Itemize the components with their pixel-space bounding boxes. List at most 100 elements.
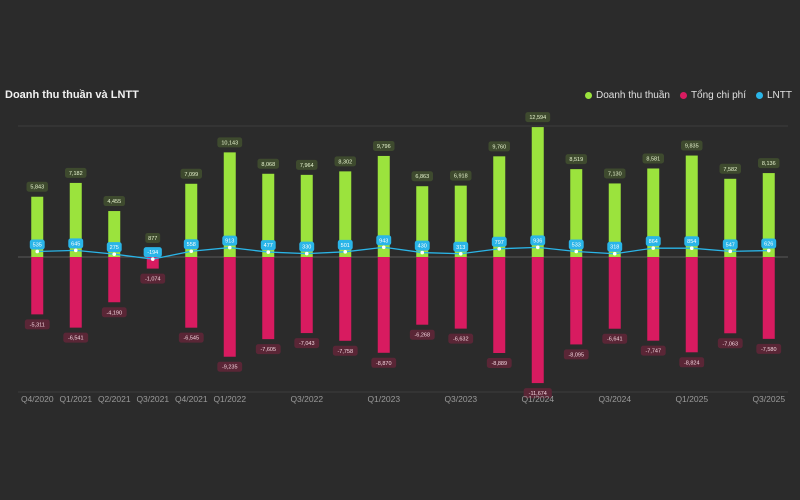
x-tick-11: Q3/2023	[444, 394, 477, 404]
point-profit-9	[381, 245, 386, 250]
label-profit-15-text: 318	[610, 245, 619, 251]
label-total-cost-1-text: -6,541	[68, 336, 84, 342]
bar-revenue-10	[416, 186, 429, 257]
bar-total-cost-2	[108, 257, 121, 303]
legend-item-revenue[interactable]: Doanh thu thuần	[585, 90, 670, 101]
label-profit-18: 547	[722, 239, 738, 250]
label-total-cost-8: -7,758	[332, 345, 358, 356]
label-profit-7-bg	[299, 241, 315, 252]
label-revenue-16-text: 8,581	[646, 156, 660, 162]
label-profit-6-text: 477	[264, 243, 273, 249]
label-total-cost-2-bg	[101, 307, 127, 318]
label-revenue-18-text: 7,582	[723, 167, 737, 173]
point-profit-11	[458, 251, 463, 256]
point-profit-10	[420, 250, 425, 255]
label-total-cost-16-text: -7,747	[645, 349, 661, 355]
label-total-cost-17: -8,824	[679, 357, 705, 368]
label-revenue-19: 8,136	[758, 158, 780, 169]
label-profit-1: 645	[68, 238, 84, 249]
legend-item-total-cost[interactable]: Tổng chi phí	[679, 90, 746, 101]
label-profit-5-bg	[222, 235, 238, 246]
bar-revenue-6	[262, 173, 275, 257]
label-total-cost-1: -6,541	[63, 332, 89, 343]
label-total-cost-5-bg	[217, 361, 243, 372]
label-profit-2-text: 275	[110, 245, 119, 251]
label-revenue-1-text: 7,182	[69, 171, 83, 177]
label-profit-10-bg	[414, 240, 430, 251]
label-total-cost-2-text: -4,190	[106, 310, 122, 316]
label-revenue-3: 877	[145, 232, 161, 243]
label-revenue-15: 7,130	[604, 168, 626, 179]
bar-revenue-17	[685, 155, 698, 257]
label-revenue-17-bg	[681, 140, 703, 151]
label-total-cost-5-text: -9,235	[222, 365, 238, 371]
label-profit-15-bg	[607, 241, 623, 252]
label-total-cost-8-bg	[332, 345, 358, 356]
label-total-cost-14-bg	[563, 349, 589, 360]
label-profit-13-bg	[530, 235, 546, 246]
point-profit-13	[535, 245, 540, 250]
label-profit-4-text: 558	[187, 242, 196, 248]
label-total-cost-17-bg	[679, 357, 705, 368]
bar-total-cost-6	[262, 257, 275, 340]
label-total-cost-9: -8,870	[371, 357, 397, 368]
label-profit-16-text: 864	[649, 239, 658, 245]
label-profit-10: 430	[414, 240, 430, 251]
label-revenue-7: 7,964	[296, 159, 318, 170]
label-revenue-18: 7,582	[719, 163, 741, 174]
label-profit-6: 477	[260, 240, 276, 251]
label-revenue-13-bg	[525, 112, 551, 123]
label-revenue-2: 4,455	[103, 196, 125, 207]
label-total-cost-13-bg	[523, 388, 552, 399]
bar-total-cost-8	[339, 257, 352, 341]
bar-total-cost-16	[647, 257, 660, 341]
label-revenue-1: 7,182	[65, 167, 87, 178]
label-profit-3-bg	[143, 247, 162, 258]
bar-revenue-18	[724, 178, 737, 257]
label-revenue-3-text: 877	[148, 236, 157, 242]
label-total-cost-5: -9,235	[217, 361, 243, 372]
label-profit-5: 913	[222, 235, 238, 246]
point-profit-0	[35, 249, 40, 254]
label-profit-14: 533	[568, 239, 584, 250]
bar-revenue-7	[300, 174, 313, 257]
label-revenue-9: 9,796	[373, 140, 395, 151]
x-tick-1: Q1/2021	[59, 394, 92, 404]
label-profit-7: 330	[299, 241, 315, 252]
label-total-cost-14-text: -8,095	[568, 352, 584, 358]
label-profit-19-bg	[761, 238, 777, 249]
label-profit-19: 626	[761, 238, 777, 249]
legend-label-total-cost: Tổng chi phí	[690, 90, 746, 101]
x-tick-2: Q2/2021	[98, 394, 131, 404]
point-profit-14	[574, 249, 579, 254]
label-total-cost-10-text: -6,268	[414, 333, 430, 339]
label-total-cost-4: -6,545	[178, 332, 204, 343]
label-profit-4: 558	[183, 239, 199, 250]
point-profit-12	[497, 246, 502, 251]
bar-revenue-9	[377, 155, 390, 257]
legend-swatch-total-cost	[679, 92, 687, 99]
label-revenue-2-bg	[103, 196, 125, 207]
label-total-cost-16: -7,747	[640, 345, 666, 356]
bar-total-cost-0	[31, 257, 44, 315]
label-total-cost-13: -11,674	[523, 388, 552, 399]
label-total-cost-10-bg	[409, 329, 435, 340]
label-total-cost-15: -6,641	[602, 333, 628, 344]
bar-revenue-12	[493, 156, 506, 257]
label-profit-3: -194	[143, 247, 162, 258]
x-tick-9: Q1/2023	[367, 394, 400, 404]
label-profit-14-bg	[568, 239, 584, 250]
label-revenue-9-text: 9,796	[377, 144, 391, 150]
label-total-cost-4-text: -6,545	[183, 336, 199, 342]
label-profit-6-bg	[260, 240, 276, 251]
point-profit-1	[73, 248, 78, 253]
legend-item-profit[interactable]: LNTT	[756, 90, 792, 101]
point-profit-15	[612, 251, 617, 256]
label-total-cost-10: -6,268	[409, 329, 435, 340]
legend-swatch-revenue	[585, 92, 592, 99]
label-profit-11: 313	[453, 241, 469, 252]
label-revenue-7-bg	[296, 159, 318, 170]
label-profit-0: 535	[29, 239, 45, 250]
bar-total-cost-5	[223, 257, 236, 357]
